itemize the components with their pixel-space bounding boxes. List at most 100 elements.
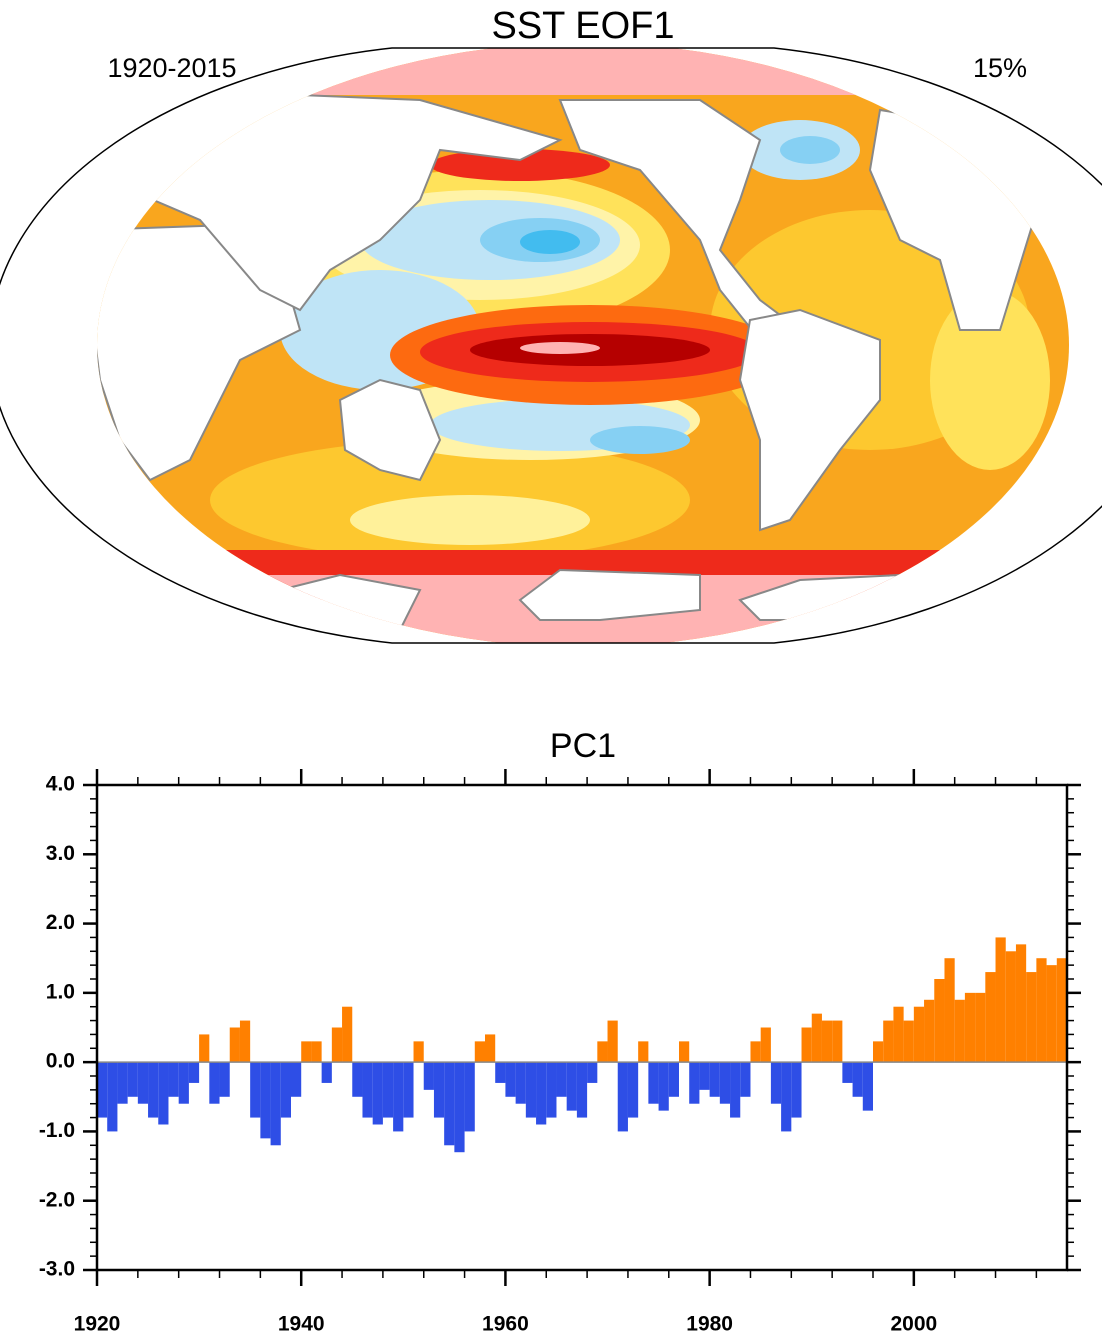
bar xyxy=(587,1062,598,1083)
bar xyxy=(607,1020,618,1063)
pc-chart: PC1 4.0 3.0 2.0 1.0 0.0 -1.0 -2.0 -3.0 1920 1940 1… xyxy=(39,727,1081,1336)
bar xyxy=(842,1062,853,1083)
bar xyxy=(321,1062,332,1083)
y-tick-label: 0.0 xyxy=(46,1050,75,1073)
y-tick-label: -3.0 xyxy=(39,1258,75,1281)
plot-frame xyxy=(95,783,1069,1272)
bar xyxy=(862,1062,873,1111)
map: SST EOF1 1920-2015 15% xyxy=(0,5,1102,644)
map-title: SST EOF1 xyxy=(491,5,674,47)
bar xyxy=(536,1062,547,1125)
bar xyxy=(658,1062,669,1111)
y-tick-label: 2.0 xyxy=(46,911,75,934)
bar xyxy=(209,1062,220,1104)
bar xyxy=(719,1062,731,1104)
bar xyxy=(280,1062,291,1118)
bar xyxy=(556,1062,567,1097)
bar xyxy=(342,1006,353,1063)
y-tick-label: 4.0 xyxy=(46,773,75,796)
bar xyxy=(525,1062,537,1118)
bar xyxy=(158,1062,169,1125)
bar xyxy=(648,1062,659,1104)
bar xyxy=(199,1034,210,1063)
bar xyxy=(985,972,996,1063)
x-tick-label: 1940 xyxy=(278,1313,325,1336)
bar xyxy=(239,1020,251,1063)
bar xyxy=(393,1062,404,1132)
map-variance: 15% xyxy=(973,53,1027,83)
bar xyxy=(954,999,965,1063)
bar xyxy=(546,1062,557,1118)
bar xyxy=(372,1062,383,1125)
bar xyxy=(852,1062,863,1097)
bar xyxy=(689,1062,700,1104)
bar xyxy=(444,1062,455,1146)
bar xyxy=(740,1062,751,1097)
bar xyxy=(791,1062,802,1118)
bar xyxy=(311,1041,322,1063)
bar xyxy=(1005,951,1016,1063)
bar xyxy=(433,1062,445,1118)
bar xyxy=(127,1062,138,1097)
bar xyxy=(413,1041,424,1063)
bar xyxy=(454,1062,465,1153)
bar xyxy=(270,1062,281,1146)
bar xyxy=(382,1062,394,1118)
x-tick-label: 1920 xyxy=(74,1313,121,1336)
bar xyxy=(913,1006,925,1063)
bar xyxy=(770,1062,782,1104)
bar xyxy=(107,1062,118,1132)
bar xyxy=(638,1041,649,1063)
y-tick-label: -2.0 xyxy=(39,1188,75,1211)
bar xyxy=(893,1006,904,1063)
bar xyxy=(934,979,945,1063)
y-tick-label: 3.0 xyxy=(46,842,75,865)
bar xyxy=(403,1062,414,1118)
bar xyxy=(464,1062,475,1132)
bar xyxy=(903,1020,914,1063)
bar xyxy=(699,1062,710,1090)
bar xyxy=(597,1041,608,1063)
bar xyxy=(1056,958,1067,1063)
bar xyxy=(1015,944,1027,1063)
bar xyxy=(423,1062,434,1090)
bar xyxy=(1046,965,1057,1063)
bar xyxy=(97,1062,108,1118)
bar xyxy=(679,1041,690,1063)
bar xyxy=(668,1062,679,1097)
bar xyxy=(219,1062,230,1097)
bar xyxy=(1036,958,1047,1063)
chart-title: PC1 xyxy=(550,727,616,765)
bar xyxy=(760,1027,771,1063)
bar xyxy=(352,1062,363,1097)
bar xyxy=(250,1062,261,1118)
bar xyxy=(362,1062,373,1118)
bar xyxy=(229,1027,240,1063)
bar xyxy=(873,1041,884,1063)
bar xyxy=(883,1020,894,1063)
bar xyxy=(188,1062,200,1083)
bar xyxy=(801,1027,812,1063)
bar xyxy=(178,1062,189,1104)
bar xyxy=(627,1062,639,1118)
bar xyxy=(168,1062,179,1097)
bar xyxy=(137,1062,149,1104)
bar xyxy=(811,1013,822,1063)
bar xyxy=(260,1062,271,1139)
bar xyxy=(301,1041,312,1063)
bar xyxy=(964,992,976,1063)
bar xyxy=(117,1062,128,1104)
bar xyxy=(474,1041,485,1063)
sst-pattern xyxy=(97,48,1069,643)
bar xyxy=(576,1062,588,1118)
bar xyxy=(709,1062,720,1097)
bar xyxy=(148,1062,159,1118)
bar xyxy=(944,958,955,1063)
bar xyxy=(781,1062,792,1132)
bar xyxy=(617,1062,628,1132)
bar xyxy=(291,1062,302,1097)
x-tick-label: 1960 xyxy=(482,1313,529,1336)
x-tick-label: 1980 xyxy=(686,1313,733,1336)
bar xyxy=(750,1041,761,1063)
